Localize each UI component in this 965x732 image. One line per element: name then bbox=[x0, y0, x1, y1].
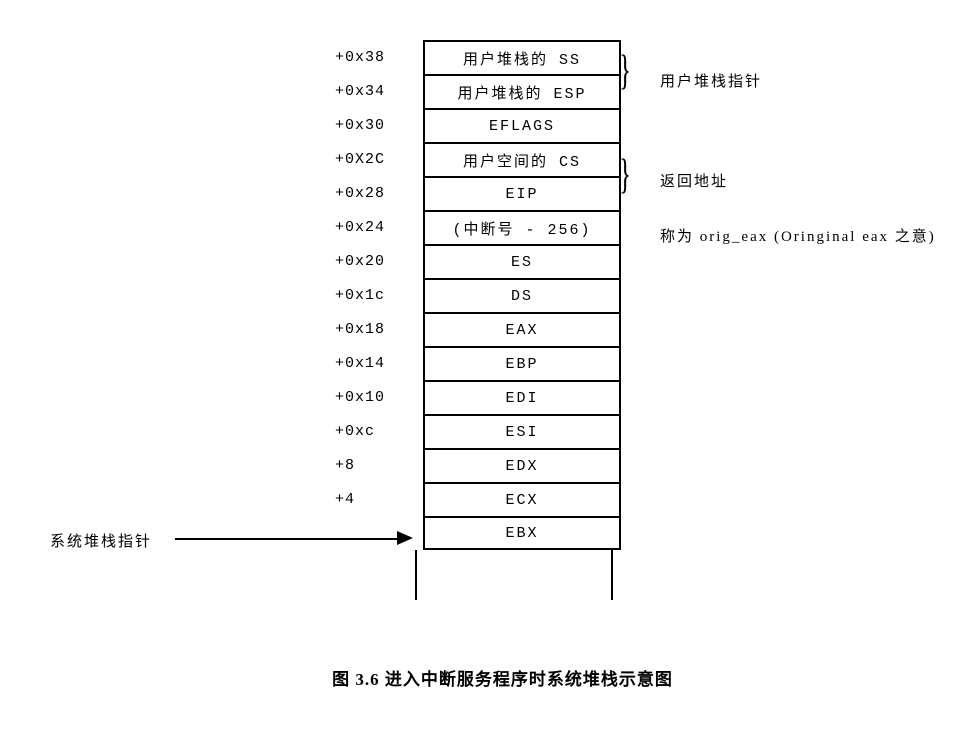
stack-cell: EDX bbox=[423, 448, 621, 482]
stack-cell: EAX bbox=[423, 312, 621, 346]
stack-cell: ECX bbox=[423, 482, 621, 516]
label-return-addr: 返回地址 bbox=[660, 170, 728, 191]
stack-row: +0x20ES bbox=[335, 244, 621, 278]
brace-return-addr: } bbox=[619, 154, 631, 196]
figure-caption: 图 3.6 进入中断服务程序时系统堆栈示意图 bbox=[20, 665, 965, 690]
offset-label: +0x38 bbox=[335, 49, 423, 66]
stack-table: +0x38用户堆栈的 SS+0x34用户堆栈的 ESP+0x30EFLAGS+0… bbox=[335, 40, 621, 550]
arrow-line bbox=[175, 538, 397, 540]
offset-label: +0x30 bbox=[335, 117, 423, 134]
offset-label: +0x18 bbox=[335, 321, 423, 338]
stack-row: +0xcESI bbox=[335, 414, 621, 448]
stack-row: +0x34用户堆栈的 ESP bbox=[335, 74, 621, 108]
stack-cell: EFLAGS bbox=[423, 108, 621, 142]
stack-cell: ESI bbox=[423, 414, 621, 448]
stack-row: +0x14EBP bbox=[335, 346, 621, 380]
stack-cell: 用户堆栈的 SS bbox=[423, 40, 621, 74]
label-user-stack-ptr: 用户堆栈指针 bbox=[660, 70, 762, 91]
stack-row: +4ECX bbox=[335, 482, 621, 516]
offset-label: +0x20 bbox=[335, 253, 423, 270]
offset-label: +8 bbox=[335, 457, 423, 474]
stack-cell: EBX bbox=[423, 516, 621, 550]
offset-label: +0x1c bbox=[335, 287, 423, 304]
stack-row: +0x1cDS bbox=[335, 278, 621, 312]
stack-cell: 用户堆栈的 ESP bbox=[423, 74, 621, 108]
brace-user-stack-ptr: } bbox=[619, 50, 631, 92]
label-orig-eax: 称为 orig_eax (Oringinal eax 之意) bbox=[660, 225, 936, 246]
stack-row: EBX bbox=[335, 516, 621, 550]
stack-row: +8EDX bbox=[335, 448, 621, 482]
stack-row: +0x24(中断号 - 256) bbox=[335, 210, 621, 244]
offset-label: +0x34 bbox=[335, 83, 423, 100]
offset-label: +0x28 bbox=[335, 185, 423, 202]
stack-cell: EDI bbox=[423, 380, 621, 414]
stack-diagram: +0x38用户堆栈的 SS+0x34用户堆栈的 ESP+0x30EFLAGS+0… bbox=[20, 20, 965, 712]
stack-row: +0x10EDI bbox=[335, 380, 621, 414]
stack-row: +0x28EIP bbox=[335, 176, 621, 210]
stack-tail bbox=[415, 550, 613, 600]
offset-label: +0xc bbox=[335, 423, 423, 440]
stack-cell: 用户空间的 CS bbox=[423, 142, 621, 176]
offset-label: +4 bbox=[335, 491, 423, 508]
offset-label: +0x14 bbox=[335, 355, 423, 372]
label-system-stack-ptr: 系统堆栈指针 bbox=[50, 530, 152, 551]
offset-label: +0x10 bbox=[335, 389, 423, 406]
stack-cell: EIP bbox=[423, 176, 621, 210]
stack-cell: DS bbox=[423, 278, 621, 312]
stack-row: +0X2C用户空间的 CS bbox=[335, 142, 621, 176]
stack-cell: EBP bbox=[423, 346, 621, 380]
offset-label: +0X2C bbox=[335, 151, 423, 168]
stack-cell: (中断号 - 256) bbox=[423, 210, 621, 244]
stack-row: +0x18EAX bbox=[335, 312, 621, 346]
stack-row: +0x38用户堆栈的 SS bbox=[335, 40, 621, 74]
offset-label: +0x24 bbox=[335, 219, 423, 236]
stack-row: +0x30EFLAGS bbox=[335, 108, 621, 142]
stack-cell: ES bbox=[423, 244, 621, 278]
arrow-head-icon bbox=[397, 531, 413, 545]
